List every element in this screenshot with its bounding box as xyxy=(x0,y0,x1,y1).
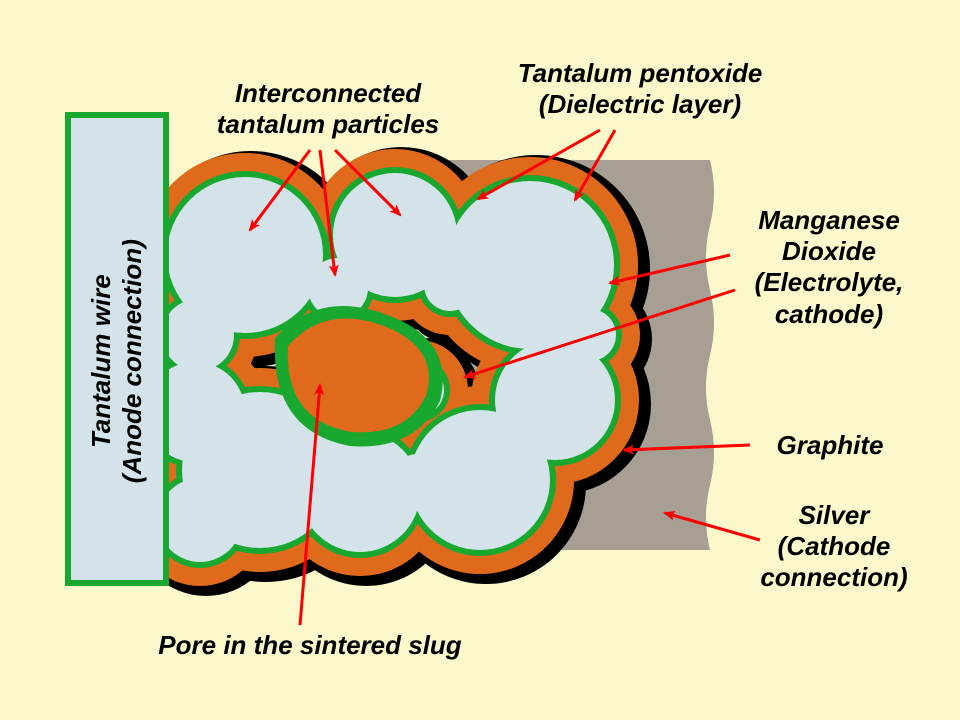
label-manganese-dioxide: ManganeseDioxide(Electrolyte,cathode) xyxy=(714,205,944,330)
label-pentoxide: Tantalum pentoxide(Dielectric layer) xyxy=(470,58,810,120)
diagram-stage: Interconnectedtantalum particlesTantalum… xyxy=(0,0,960,720)
label-particles: Interconnectedtantalum particles xyxy=(188,78,468,140)
label-silver: Silver(Cathodeconnection) xyxy=(724,500,944,594)
label-tantalum-wire: Tantalum wire(Anode connection) xyxy=(86,201,148,521)
label-pore: Pore in the sintered slug xyxy=(100,630,520,661)
label-graphite: Graphite xyxy=(730,430,930,461)
